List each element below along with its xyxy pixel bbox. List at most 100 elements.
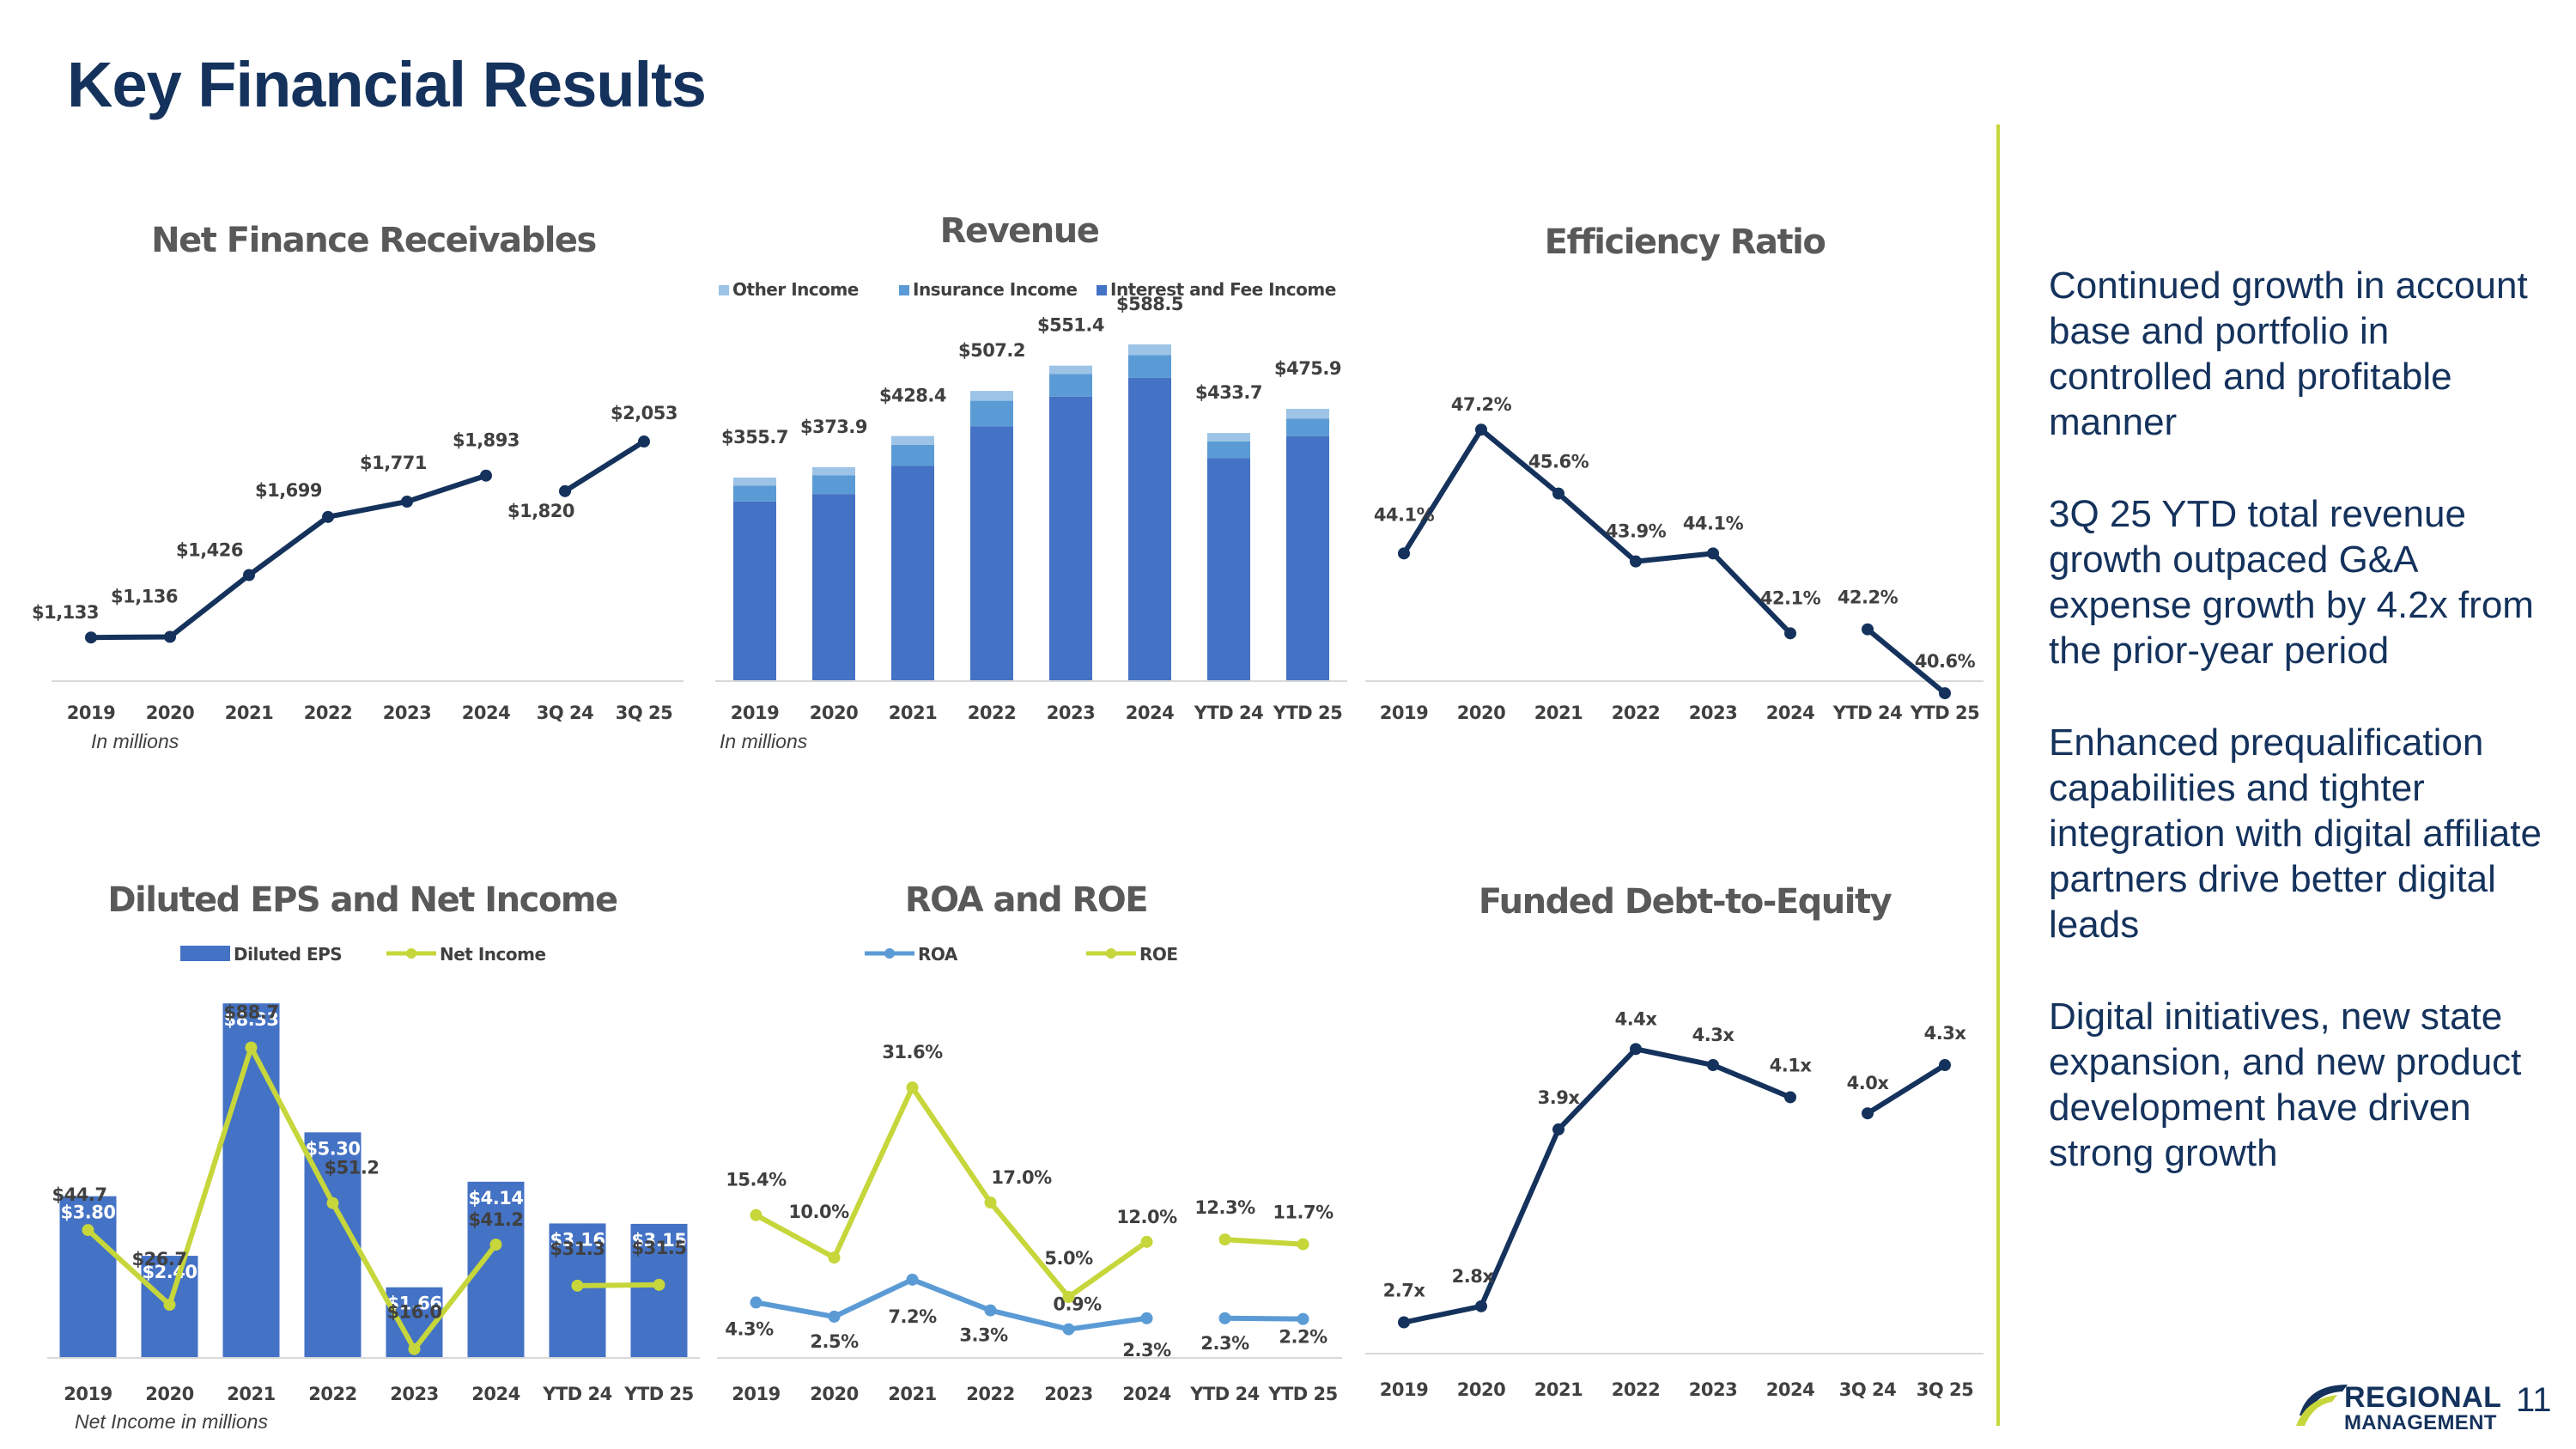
nfr-tick-label: 3Q 25 [616,703,673,723]
nfr-point [243,569,255,581]
revenue-total-label: $428.4 [879,386,946,406]
revenue-tick-label: YTD 25 [1273,703,1343,723]
revenue-total-label: $507.2 [958,340,1025,361]
roe-data-label: 31.6% [882,1042,943,1062]
eps-bar-label: $2.40 [143,1262,197,1282]
eff-data-label: 44.1% [1374,504,1435,525]
revenue-bar-segment [970,400,1013,427]
debt-data-label: 4.0x [1847,1073,1890,1093]
roa-data-label: 0.9% [1053,1294,1102,1315]
roe-point [1297,1238,1309,1251]
revenue-bar-segment [1286,435,1329,681]
eps-netincome-data-label: $31.5 [632,1238,687,1258]
logo-wordmark-bottom: MANAGEMENT [2344,1411,2497,1433]
roa-data-label: 2.2% [1279,1327,1327,1348]
eps-legend-swatch [180,946,230,961]
roa-tick-label: YTD 24 [1189,1384,1260,1404]
roa-tick-label: 2023 [1044,1384,1092,1404]
eps-net-income-chart: Diluted EPS and Net Income Diluted EPS Net… [34,863,700,1413]
eff-line-segment [1866,627,1947,696]
roa-tick-label: 2022 [966,1384,1014,1404]
eps-bar-label: $3.80 [61,1202,116,1223]
nfr-tick-label: 2022 [304,703,352,723]
eps-tick-label: 2024 [471,1384,519,1404]
nfr-data-label: $1,133 [32,602,99,623]
debt-point [1398,1316,1410,1329]
eff-point [1939,687,1951,700]
revenue-tick-label: 2019 [731,703,779,723]
eps-bar [222,1003,280,1358]
eps-tick-label: YTD 25 [623,1384,694,1404]
roe-point [1062,1291,1075,1303]
revenue-units-note: In millions [720,730,808,752]
debt-point [1862,1107,1874,1120]
revenue-total-label: $551.4 [1037,315,1104,336]
nfr-data-label: $1,771 [360,453,427,473]
revenue-bar-segment [1207,458,1250,681]
roa-data-label: 2.3% [1122,1340,1171,1361]
roa-data-label: 4.3% [725,1318,774,1339]
eps-tick-label: 2019 [64,1384,112,1404]
revenue-bar-segment [733,478,776,486]
revenue-bar-segment [1286,418,1329,436]
revenue-bar-segment [1128,344,1171,356]
efficiency-ratio-chart: Efficiency Ratio 2019 2020 2021 2022 2023 2024… [1357,206,1984,756]
roe-point [906,1081,919,1094]
revenue-bar-segment [1049,374,1092,397]
bullet-item: Continued growth in account base and por… [2049,265,2528,443]
roa-point [1297,1312,1309,1325]
eps-netincome-point [245,1041,258,1054]
eff-tick-label: 2023 [1689,703,1737,723]
nfr-data-label: $1,136 [111,586,178,606]
nfr-tick-label: 2021 [225,703,273,723]
regional-management-logo: REGIONAL MANAGEMENT [2294,1378,2518,1434]
page-title: Key Financial Results [67,49,707,120]
roe-data-label: 10.0% [788,1202,849,1222]
eff-point [1784,627,1796,640]
revenue-bar-segment [1286,408,1329,419]
eff-tick-label: 2021 [1534,703,1583,723]
roa-line-segment [755,1276,1147,1332]
net-finance-receivables-chart: Net Finance Receivables 2019 2020 2021 2022 2… [32,206,687,756]
bullet-item: Enhanced prequalification capabilities a… [2049,721,2542,946]
debt-data-label: 2.7x [1383,1281,1426,1301]
revenue-bar-segment [1128,377,1171,681]
revenue-bar-segment [1049,396,1092,681]
eff-point [1862,623,1874,636]
eps-bar-label: $8.33 [224,1009,279,1030]
roa-tick-label: 2020 [810,1384,858,1404]
debt-line-segment [1866,1062,1947,1116]
eff-tick-label: 2022 [1612,703,1660,723]
revenue-total-label: $433.7 [1195,382,1262,403]
eff-tick-label: 2019 [1380,703,1428,723]
eff-tick-label: YTD 24 [1832,703,1903,723]
debt-tick-label: 2023 [1689,1379,1737,1400]
revenue-tick-label: 2023 [1047,703,1095,723]
eps-bar [59,1196,117,1358]
eff-point [1398,547,1410,560]
debt-point [1630,1043,1642,1056]
revenue-bar-segment [812,466,855,476]
revenue-chart: Revenue Other Income Insurance Income Inter… [700,206,1352,756]
revenue-bar-segment [1128,355,1171,378]
roe-point [828,1251,841,1264]
debt-tick-label: 2020 [1457,1379,1505,1400]
debt-tick-label: 2022 [1612,1379,1660,1400]
eps-netincome-point [408,1342,421,1355]
roe-point [1140,1235,1153,1248]
roe-data-label: 5.0% [1044,1248,1093,1269]
debt-point [1707,1059,1719,1072]
nfr-data-label: $1,893 [453,430,519,451]
key-takeaways: Continued growth in account base and por… [2049,263,2555,1222]
revenue-bar-segment [1207,433,1250,441]
revenue-bar-segment [1049,365,1092,374]
revenue-total-label: $373.9 [800,417,867,437]
nfr-tick-label: 2023 [383,703,431,723]
roa-legend-marker [884,948,895,959]
nfr-point [401,495,413,508]
roe-data-label: 17.0% [991,1167,1052,1188]
eps-bar-label: $1.66 [387,1294,442,1314]
eps-netincome-data-label: $31.3 [550,1239,605,1259]
debt-tick-label: 3Q 25 [1917,1379,1974,1400]
roa-data-label: 3.3% [959,1325,1008,1346]
